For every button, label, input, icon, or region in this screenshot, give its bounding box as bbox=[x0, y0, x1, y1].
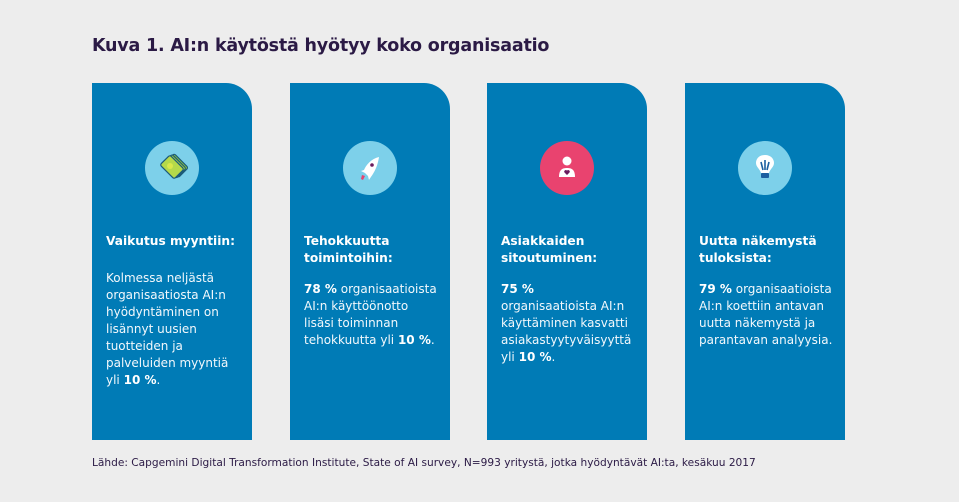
card-body: 79 % organisaatioista AI:n koettiin anta… bbox=[699, 282, 833, 347]
card-efficiency: Tehokkuutta toimintoihin: 78 % organisaa… bbox=[290, 83, 450, 440]
card-body: 75 % organisaatioista AI:n käyttäminen k… bbox=[501, 282, 632, 364]
card-sales-impact: Vaikutus myyntiin: Kolmessa neljästä org… bbox=[92, 83, 252, 440]
card-insights: Uutta näkemystä tuloksista: 79 % organis… bbox=[685, 83, 845, 440]
card-body: 78 % organisaatioista AI:n käyttöönotto … bbox=[304, 282, 437, 347]
source-note: Lähde: Capgemini Digital Transformation … bbox=[92, 457, 756, 469]
card-heading: Uutta näkemystä tuloksista: bbox=[699, 234, 817, 265]
card-heading: Tehokkuutta toimintoihin: bbox=[304, 234, 393, 265]
lightbulb-icon bbox=[738, 141, 792, 195]
money-bills-icon bbox=[145, 141, 199, 195]
customer-heart-icon bbox=[540, 141, 594, 195]
card-body: Kolmessa neljästä organisaatiosta AI:n h… bbox=[106, 271, 229, 387]
rocket-icon bbox=[343, 141, 397, 195]
figure-title: Kuva 1. AI:n käytöstä hyötyy koko organi… bbox=[92, 36, 550, 56]
card-heading: Vaikutus myyntiin: bbox=[106, 234, 235, 248]
card-customer-engagement: Asiakkaiden sitoutuminen: 75 % organisaa… bbox=[487, 83, 647, 440]
card-heading: Asiakkaiden sitoutuminen: bbox=[501, 234, 598, 265]
